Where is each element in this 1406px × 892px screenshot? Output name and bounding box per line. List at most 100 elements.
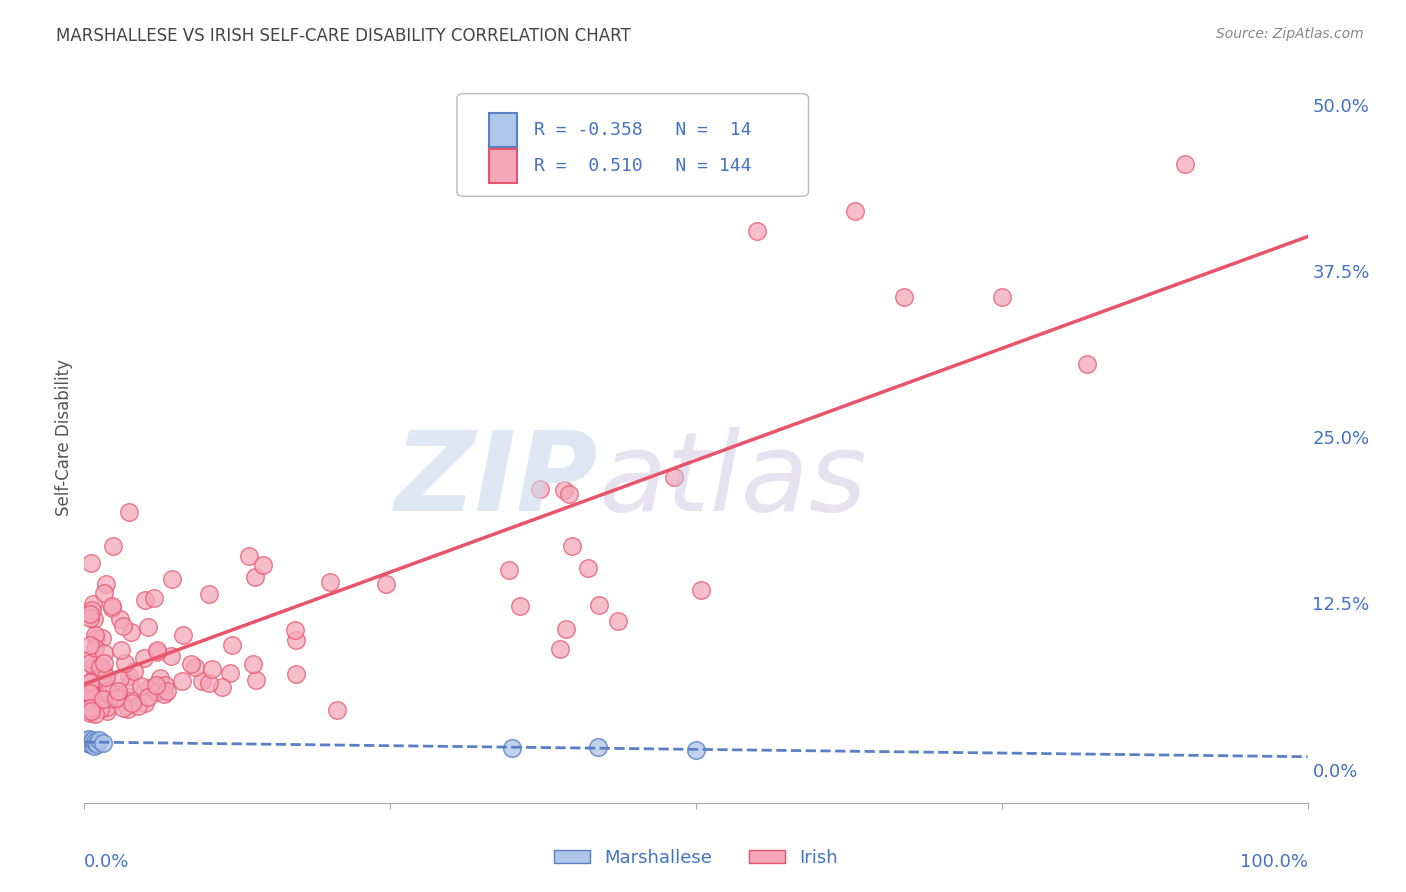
- Text: R = -0.358   N =  14: R = -0.358 N = 14: [534, 121, 752, 139]
- Point: [685, 742, 707, 756]
- Point: [90, 671, 112, 685]
- Point: [80, 734, 103, 748]
- Point: [1076, 357, 1098, 371]
- Point: [82, 695, 104, 709]
- Point: [93, 586, 115, 600]
- Point: [586, 739, 609, 754]
- Point: [134, 696, 156, 710]
- Point: [77, 731, 100, 746]
- Point: [145, 678, 167, 692]
- Point: [326, 703, 349, 717]
- Point: [893, 290, 915, 304]
- Text: R =  0.510   N = 144: R = 0.510 N = 144: [534, 157, 752, 175]
- Y-axis label: Self-Care Disability: Self-Care Disability: [55, 359, 73, 516]
- Point: [114, 656, 136, 670]
- Point: [284, 623, 307, 637]
- Point: [606, 614, 628, 628]
- Point: [94, 670, 117, 684]
- Point: [90, 689, 112, 703]
- Point: [170, 674, 193, 689]
- Point: [103, 692, 125, 706]
- Point: [138, 620, 160, 634]
- Point: [83, 696, 105, 710]
- Point: [101, 539, 124, 553]
- Point: [561, 539, 583, 553]
- Point: [118, 690, 141, 704]
- Point: [554, 622, 576, 636]
- Point: [747, 224, 769, 238]
- Point: [82, 733, 104, 747]
- Point: [79, 702, 101, 716]
- Point: [101, 601, 124, 615]
- Point: [557, 487, 579, 501]
- Point: [245, 673, 267, 688]
- Point: [84, 631, 107, 645]
- Text: ZIP: ZIP: [395, 427, 598, 534]
- Point: [79, 706, 101, 721]
- Point: [191, 673, 214, 688]
- Point: [84, 640, 107, 655]
- Point: [159, 648, 181, 663]
- Point: [79, 696, 101, 710]
- Point: [79, 692, 101, 706]
- Point: [77, 736, 100, 750]
- Point: [96, 700, 118, 714]
- Point: [129, 679, 152, 693]
- Point: [110, 671, 132, 685]
- Point: [79, 676, 101, 690]
- Point: [80, 690, 103, 705]
- Point: [97, 684, 120, 698]
- Point: [91, 736, 114, 750]
- Point: [991, 290, 1014, 304]
- Point: [844, 204, 866, 219]
- Point: [79, 610, 101, 624]
- Point: [548, 641, 571, 656]
- Text: MARSHALLESE VS IRISH SELF-CARE DISABILITY CORRELATION CHART: MARSHALLESE VS IRISH SELF-CARE DISABILIT…: [56, 27, 631, 45]
- Point: [91, 692, 114, 706]
- Point: [319, 574, 342, 589]
- Point: [553, 483, 575, 497]
- Point: [211, 680, 233, 694]
- Point: [172, 628, 194, 642]
- Point: [79, 737, 101, 751]
- Point: [80, 603, 103, 617]
- Point: [111, 619, 134, 633]
- Point: [690, 582, 713, 597]
- Point: [91, 663, 114, 677]
- Point: [100, 599, 122, 613]
- Point: [122, 664, 145, 678]
- Point: [83, 739, 105, 753]
- Point: [146, 684, 169, 698]
- Point: [117, 702, 139, 716]
- Point: [145, 643, 167, 657]
- Point: [84, 734, 107, 748]
- Point: [79, 607, 101, 621]
- Point: [79, 683, 101, 698]
- Point: [238, 549, 260, 564]
- Point: [588, 599, 610, 613]
- Point: [83, 692, 105, 706]
- Point: [107, 684, 129, 698]
- Point: [136, 690, 159, 704]
- Point: [87, 733, 110, 747]
- Point: [91, 673, 114, 687]
- Point: [118, 669, 141, 683]
- Point: [80, 556, 103, 570]
- Point: [79, 675, 101, 690]
- Point: [180, 657, 202, 671]
- Point: [285, 633, 308, 648]
- Point: [86, 737, 108, 751]
- Point: [134, 651, 156, 665]
- Point: [110, 643, 132, 657]
- Point: [529, 482, 551, 496]
- Point: [155, 678, 177, 692]
- Point: [83, 612, 105, 626]
- Point: [1174, 157, 1197, 171]
- Point: [79, 685, 101, 699]
- Point: [120, 677, 142, 691]
- Point: [245, 570, 267, 584]
- Text: 0.0%: 0.0%: [84, 854, 129, 871]
- Point: [79, 638, 101, 652]
- Point: [79, 652, 101, 666]
- Point: [76, 733, 98, 747]
